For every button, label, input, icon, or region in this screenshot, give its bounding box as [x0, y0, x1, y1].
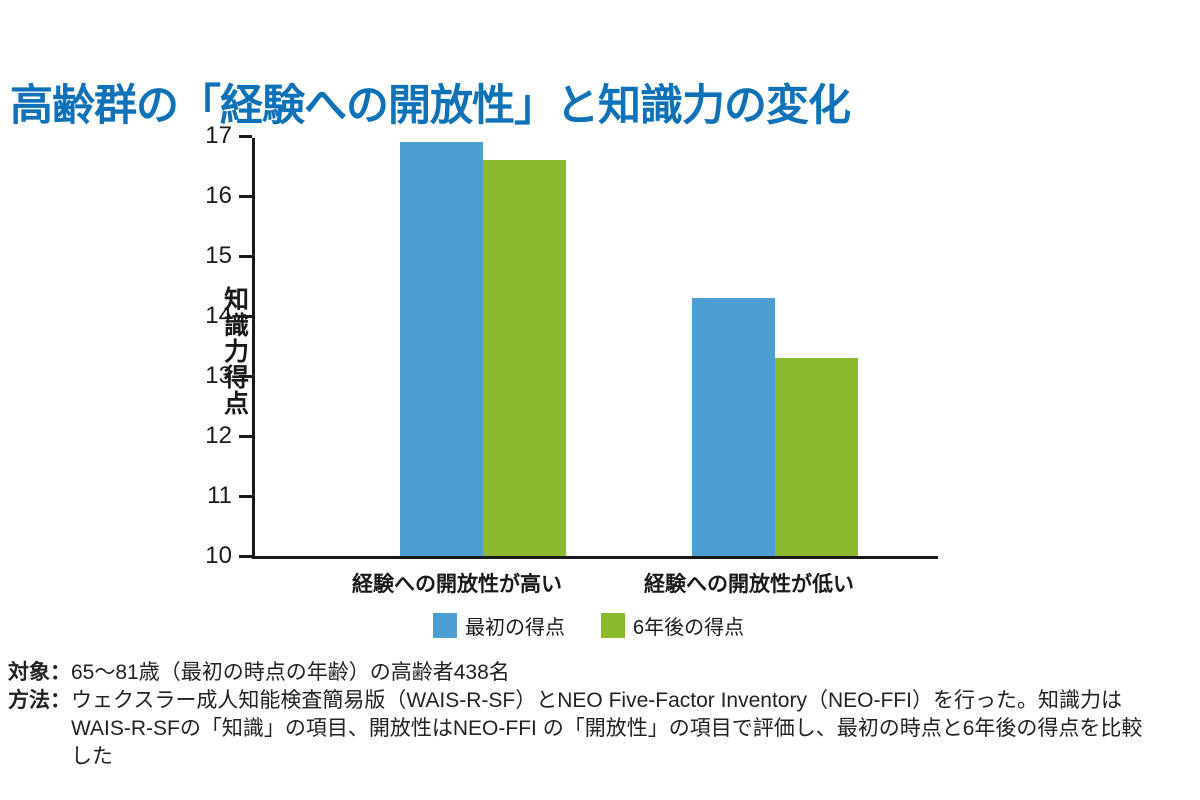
y-axis-tick-label: 11 — [207, 482, 232, 509]
bar — [692, 298, 775, 556]
legend-item: 6年後の得点 — [601, 611, 744, 640]
x-axis-line — [252, 556, 938, 559]
legend-label: 最初の得点 — [465, 617, 565, 639]
bar — [775, 358, 858, 556]
note-row: 対象： 65〜81歳（最初の時点の年齢）の高齢者438名 — [8, 659, 1168, 687]
note-label: 方法： — [8, 689, 71, 712]
y-axis-line — [252, 138, 255, 559]
note-text: 65〜81歳（最初の時点の年齢）の高齢者438名 — [71, 661, 510, 684]
legend-label: 6年後の得点 — [633, 617, 745, 639]
y-axis-tick-label: 15 — [205, 242, 232, 269]
y-axis-tick — [239, 194, 252, 198]
note-row: 方法： ウェクスラー成人知能検査簡易版（WAIS-R-SF）とNEO Five-F… — [8, 687, 1168, 771]
y-axis-tick-label: 17 — [205, 122, 232, 149]
page-title: 高齢群の「経験への開放性」と知識力の変化 — [10, 81, 851, 130]
figure-notes: 対象： 65〜81歳（最初の時点の年齢）の高齢者438名 方法： ウェクスラー成人知能… — [8, 659, 1168, 771]
note-label: 対象： — [8, 661, 71, 684]
note-text: ウェクスラー成人知能検査簡易版（WAIS-R-SF）とNEO Five-Fact… — [71, 689, 1143, 768]
y-axis-tick-label: 10 — [205, 542, 232, 569]
y-axis-tick-label: 12 — [205, 422, 232, 449]
chart-legend: 最初の得点 6年後の得点 — [433, 611, 744, 640]
y-axis-tick — [239, 134, 252, 138]
y-axis-tick — [239, 254, 252, 258]
x-category-label: 経験への開放性が高い — [352, 573, 562, 596]
legend-item: 最初の得点 — [433, 611, 565, 640]
y-axis-title: 知識力得点 — [220, 286, 249, 416]
x-category-label: 経験への開放性が低い — [644, 573, 854, 596]
plot-area: 10 11 12 13 14 15 16 17 経験への開放性が高い 経験への開放性が低い — [205, 124, 938, 596]
legend-swatch — [601, 613, 625, 638]
bar — [400, 142, 483, 556]
legend-swatch — [433, 613, 457, 638]
y-axis-tick — [239, 434, 252, 438]
y-axis-tick-label: 16 — [205, 182, 232, 209]
y-axis-tick — [239, 554, 252, 558]
y-axis-tick-label: 13 — [205, 362, 232, 389]
y-axis-tick-label: 14 — [205, 302, 232, 329]
y-axis-tick — [239, 374, 252, 378]
bar — [483, 160, 566, 556]
y-axis-tick — [239, 314, 252, 318]
y-axis-tick — [239, 494, 252, 498]
